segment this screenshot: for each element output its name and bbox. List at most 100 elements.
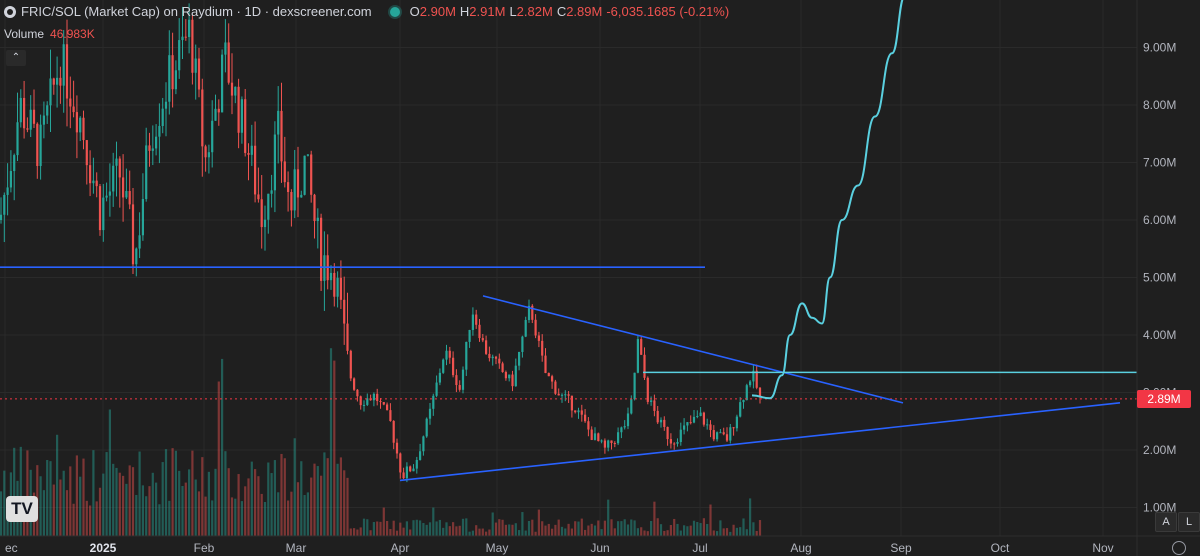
candle-body — [405, 466, 408, 479]
volume-bar — [752, 522, 755, 536]
volume-bar — [79, 476, 82, 536]
auto-scale-button[interactable]: A — [1155, 512, 1177, 532]
volume-bar — [712, 530, 715, 536]
candle-body — [666, 426, 669, 440]
volume-bar — [92, 450, 95, 536]
candle-body — [108, 191, 111, 196]
candle-body — [339, 277, 342, 300]
chart-grid — [0, 0, 1137, 536]
candle-body — [514, 365, 517, 387]
candle-body — [646, 377, 649, 402]
volume-bar — [445, 522, 448, 536]
volume-bar — [56, 434, 59, 536]
volume-bar — [194, 479, 197, 536]
candle-body — [729, 427, 732, 441]
candle-body — [254, 145, 257, 195]
candle-body — [227, 42, 230, 83]
candle-body — [709, 424, 712, 431]
y-axis-panel — [1137, 0, 1200, 556]
volume-bar — [735, 527, 738, 536]
candle-body — [508, 374, 511, 379]
volume-bar — [653, 501, 656, 536]
candle-body — [574, 410, 577, 413]
candle-body — [633, 372, 636, 400]
volume-bar — [293, 438, 296, 536]
log-scale-button[interactable]: L — [1178, 512, 1200, 532]
candle-body — [82, 117, 85, 141]
candle-body — [696, 415, 699, 417]
tradingview-logo[interactable]: TV — [6, 496, 38, 522]
volume-bar — [376, 521, 379, 536]
volume-bar — [706, 523, 709, 536]
candle-body — [204, 146, 207, 158]
y-tick-label: 5.00M — [1143, 271, 1176, 285]
high-key: H — [459, 4, 470, 19]
candle-body — [534, 319, 537, 336]
volume-bar — [435, 521, 438, 536]
candle-body — [353, 378, 356, 390]
volume-bar — [389, 529, 392, 536]
volume-bar — [366, 519, 369, 536]
candle-body — [491, 356, 494, 359]
y-tick-label: 8.00M — [1143, 98, 1176, 112]
candle-body — [518, 351, 521, 366]
x-tick-label: Apr — [391, 541, 410, 555]
volume-bar — [49, 461, 52, 536]
volume-bar — [214, 468, 217, 536]
candle-body — [636, 339, 639, 373]
candle-body — [277, 110, 280, 135]
candle-body — [735, 416, 738, 429]
volume-bar — [739, 527, 742, 536]
volume-bar — [692, 520, 696, 536]
candle-body — [283, 161, 286, 183]
candle-body — [650, 400, 653, 402]
candle-body — [148, 145, 151, 151]
volume-bar — [415, 519, 418, 536]
x-tick-label: Jun — [590, 541, 609, 555]
y-tick-label: 7.00M — [1143, 156, 1176, 170]
volume-bar — [26, 450, 29, 536]
candle-body — [178, 40, 181, 71]
candle-body — [138, 235, 141, 249]
candle-body — [679, 429, 682, 443]
volume-bar — [438, 519, 441, 536]
candle-body — [422, 436, 425, 452]
candle-body — [376, 393, 379, 402]
volume-bar — [676, 523, 679, 536]
volume-bar — [432, 507, 435, 536]
candle-body — [382, 402, 385, 405]
candle-body — [640, 339, 643, 355]
volume-bar — [650, 521, 653, 536]
volume-bar — [267, 462, 270, 536]
candle-body — [749, 381, 752, 386]
candle-body — [722, 432, 725, 435]
candle-body — [59, 77, 62, 86]
volume-bar — [277, 492, 280, 536]
volume-bar — [155, 482, 158, 536]
candle-body — [580, 410, 583, 415]
volume-bar — [600, 529, 603, 536]
volume-bar — [326, 458, 329, 536]
y-tick-label: 4.00M — [1143, 328, 1176, 342]
volume-bar — [584, 529, 587, 536]
chevron-up-icon[interactable]: ⌃ — [6, 50, 26, 66]
volume-bar — [392, 520, 395, 536]
volume-bar — [494, 522, 498, 536]
candle-body — [669, 439, 672, 444]
volume-bar — [287, 500, 290, 536]
candle-body — [69, 98, 72, 107]
volume-bar — [461, 518, 465, 536]
volume-bar — [452, 522, 455, 536]
candle-body — [32, 109, 36, 124]
volume-bar — [475, 525, 478, 536]
candle-body — [419, 451, 422, 460]
volume-bar — [151, 472, 154, 536]
volume-bar — [468, 531, 471, 536]
volume-bar — [458, 525, 461, 536]
volume-bar — [283, 458, 286, 536]
candle-body — [504, 372, 507, 379]
gear-icon[interactable] — [1172, 541, 1186, 555]
candle-body — [300, 194, 303, 198]
candle-body — [105, 195, 108, 198]
